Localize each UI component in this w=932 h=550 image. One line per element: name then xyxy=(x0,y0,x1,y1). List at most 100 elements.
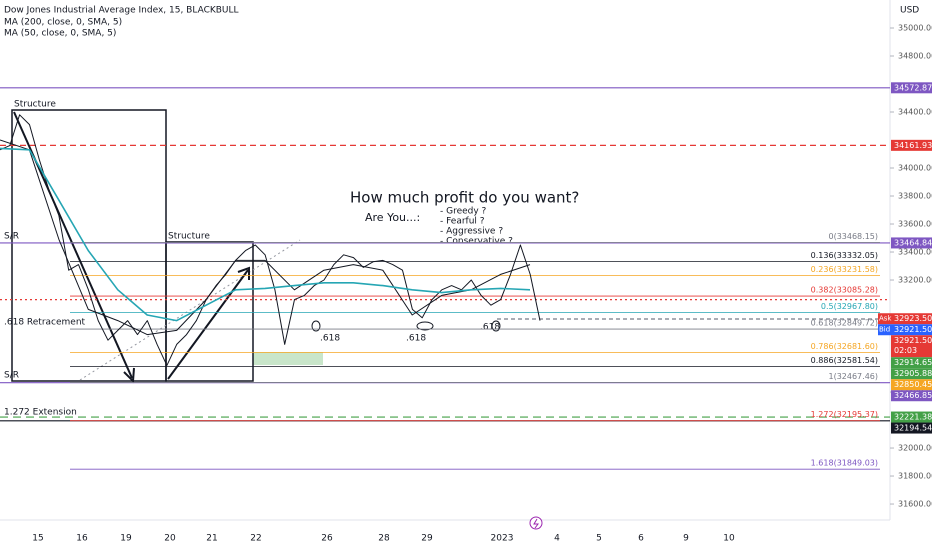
price-tag xyxy=(891,390,932,402)
price-tag-label: 32923.50 xyxy=(894,314,932,323)
price-tag xyxy=(891,139,932,151)
moving-average xyxy=(0,147,531,322)
subhead: Are You...: xyxy=(365,211,420,224)
price-tag xyxy=(891,82,932,94)
fib-label: 0.136(33332.05) xyxy=(811,251,878,260)
indicator: MA (200, close, 0, SMA, 5) xyxy=(4,18,122,28)
marker xyxy=(311,320,321,332)
y-tick-label: 33400.00 xyxy=(898,248,932,257)
y-tick-label: 31800.00 xyxy=(898,472,932,481)
price-tag xyxy=(891,313,932,325)
label: .618 xyxy=(406,334,426,344)
price-tag xyxy=(891,368,932,380)
option: - Aggressive ? xyxy=(440,227,503,237)
label: Structure xyxy=(168,232,210,242)
price-tag-label: 32221.38 xyxy=(894,413,932,422)
trend-line xyxy=(79,239,301,381)
price-tag-label: 33464.84 xyxy=(894,238,932,247)
x-tick-label: 20 xyxy=(164,534,176,544)
side-tag-label: Ask xyxy=(879,315,892,323)
label: S/R xyxy=(4,371,19,381)
y-tick-label: 33200.00 xyxy=(898,276,932,285)
y-tick-label: 32000.00 xyxy=(898,444,932,453)
price-tag xyxy=(891,335,932,358)
x-tick-label: 21 xyxy=(206,534,217,544)
x-tick-label: 29 xyxy=(421,534,433,544)
x-tick-label: 15 xyxy=(32,534,43,544)
side-tag-label: Bid xyxy=(879,326,890,334)
label: .618 xyxy=(320,334,340,344)
label: Structure xyxy=(14,100,56,110)
x-tick-label: 22 xyxy=(250,534,261,544)
headline: How much profit do you want? xyxy=(350,189,579,207)
symbol-title: Dow Jones Industrial Average Index, 15, … xyxy=(4,6,239,16)
indicator: MA (50, close, 0, SMA, 5) xyxy=(4,29,116,39)
y-tick-label: 33800.00 xyxy=(898,192,932,201)
price-tag xyxy=(891,237,932,249)
x-tick-label: 5 xyxy=(596,534,602,544)
event-icon-bolt xyxy=(533,518,539,529)
y-tick-label: 35000.00 xyxy=(898,24,932,33)
price-tag xyxy=(891,422,932,434)
side-tag xyxy=(878,313,891,325)
y-tick-label: 31600.00 xyxy=(898,500,932,509)
option: - Greedy ? xyxy=(440,207,487,217)
fib-label: 0.382(33085.28) xyxy=(811,286,878,295)
price-tag-label: 32914.65 xyxy=(894,358,932,367)
fib-label: 0.886(32581.54) xyxy=(811,356,878,365)
price-tag-label: 34161.93 xyxy=(894,141,932,150)
label: .618 xyxy=(480,323,500,333)
y-tick-label: 33600.00 xyxy=(898,220,932,229)
currency: USD xyxy=(900,6,919,16)
fib-label: 0.618(32849.72) xyxy=(811,319,878,328)
label: .618 Retracement xyxy=(4,318,86,328)
countdown: 02:03 xyxy=(894,346,917,355)
price-tag xyxy=(891,324,932,336)
fib-label: 1.618(31849.03) xyxy=(811,459,878,468)
x-tick-label: 26 xyxy=(321,534,333,544)
event-icon[interactable] xyxy=(529,516,543,530)
price-tag-label: 32466.85 xyxy=(894,391,932,400)
price-tag-label: 32194.54 xyxy=(894,424,932,433)
x-tick-label: 10 xyxy=(723,534,735,544)
y-tick-label: 34800.00 xyxy=(898,52,932,61)
label: S/R xyxy=(4,232,19,242)
price-line xyxy=(0,114,541,366)
price-tag-label: 32921.50 xyxy=(894,325,932,334)
x-tick-label: 16 xyxy=(76,534,88,544)
fib-label: 0(33468.15) xyxy=(828,232,878,241)
fib-label: 1.272(32195.37) xyxy=(811,410,878,419)
arrow-head xyxy=(123,367,135,384)
price-tag-label: 32905.88 xyxy=(894,369,932,378)
label: 1.272 Extension xyxy=(4,408,77,418)
structure-box xyxy=(165,241,254,382)
y-tick-label: 34400.00 xyxy=(898,108,932,117)
x-tick-label: 9 xyxy=(683,534,689,544)
price-tag xyxy=(891,357,932,369)
zone xyxy=(253,352,323,365)
x-tick-label: 19 xyxy=(120,534,132,544)
fib-label: 0.236(33231.58) xyxy=(811,265,878,274)
price-tag-label: 32850.45 xyxy=(894,380,932,389)
fib-label: 0.5(32967.80) xyxy=(821,302,878,311)
fib-label: 0.786(32681.60) xyxy=(811,342,878,351)
price-tag xyxy=(891,411,932,423)
price-tag-label: 34572.87 xyxy=(894,83,932,92)
x-tick-label: 4 xyxy=(554,534,560,544)
y-tick-label: 34000.00 xyxy=(898,164,932,173)
option: - Conservative ? xyxy=(440,237,513,247)
fib-label: 1(32467.46) xyxy=(828,372,878,381)
price-tag-label: 32921.50 xyxy=(894,336,932,345)
moving-average xyxy=(0,139,531,336)
x-tick-label: 6 xyxy=(638,534,644,544)
option: - Fearful ? xyxy=(440,217,485,227)
marker xyxy=(491,320,501,332)
x-tick-label: 2023 xyxy=(491,534,514,544)
marker xyxy=(416,321,434,331)
side-tag xyxy=(878,324,891,336)
arrow xyxy=(167,269,249,380)
x-tick-label: 28 xyxy=(378,534,390,544)
price-tag xyxy=(891,379,932,391)
